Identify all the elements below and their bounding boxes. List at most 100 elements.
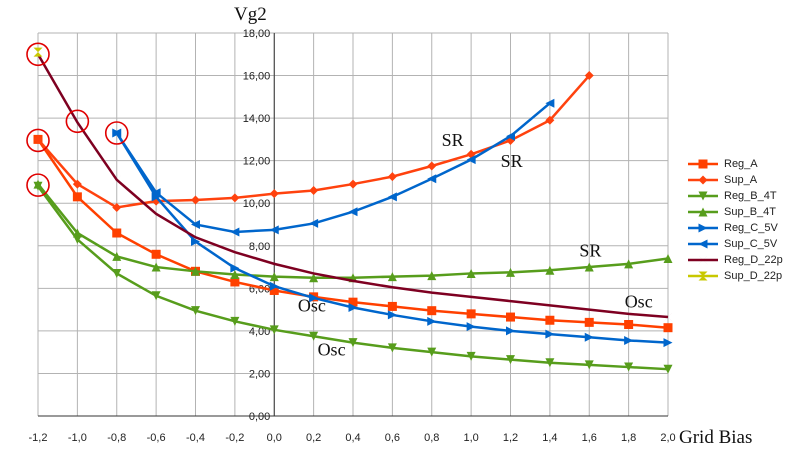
data-point-reg-b-4t bbox=[269, 325, 279, 335]
data-point-reg-d-22p bbox=[387, 282, 397, 292]
x-axis-label: Grid Bias bbox=[679, 427, 752, 448]
series-reg-d-22p bbox=[33, 49, 673, 322]
legend-label: Sup_D_22p bbox=[724, 270, 783, 282]
data-point-reg-b-4t bbox=[309, 331, 319, 341]
data-point-reg-c-5v bbox=[427, 316, 437, 326]
legend-item-sup-c-5v: Sup_C_5V bbox=[688, 236, 788, 252]
data-point-reg-d-22p bbox=[663, 312, 673, 322]
data-point-reg-d-22p bbox=[545, 300, 555, 310]
x-tick-label: 1,0 bbox=[463, 432, 478, 444]
data-point-reg-d-22p bbox=[269, 259, 279, 269]
data-point-reg-c-5v bbox=[506, 326, 515, 336]
y-tick-label: 12,00 bbox=[243, 156, 271, 168]
x-tick-label: -0,8 bbox=[107, 432, 126, 444]
y-tick-label: 0,00 bbox=[249, 411, 270, 423]
data-point-reg-b-4t bbox=[545, 358, 555, 368]
data-point-reg-c-5v bbox=[230, 263, 240, 273]
y-tick-label: 2,00 bbox=[249, 368, 270, 380]
data-point-sup-b-4t bbox=[230, 270, 240, 280]
data-point-reg-a bbox=[230, 277, 240, 287]
data-point-reg-b-4t bbox=[348, 338, 358, 348]
data-point-sup-b-4t bbox=[33, 179, 43, 189]
y-tick-label: 8,00 bbox=[249, 241, 270, 253]
circled-points bbox=[26, 42, 129, 197]
data-point-reg-c-5v bbox=[309, 293, 319, 303]
legend-swatch-sup-b-4t bbox=[688, 207, 718, 217]
highlight-circle bbox=[26, 173, 50, 197]
legend-marker-sup-a bbox=[698, 175, 708, 185]
highlight-circle bbox=[26, 42, 50, 67]
legend-label: Reg_A bbox=[724, 158, 758, 170]
y-tick-label: 18,00 bbox=[243, 28, 271, 40]
data-point-reg-d-22p bbox=[624, 309, 634, 319]
annotation-sr: SR bbox=[501, 151, 523, 171]
legend-item-reg-a: Reg_A bbox=[688, 156, 788, 172]
legend-label: Reg_C_5V bbox=[724, 222, 778, 234]
legend-marker-sup-c-5v bbox=[698, 239, 708, 249]
x-tick-label: 1,8 bbox=[621, 432, 636, 444]
legend-marker-reg-c-5v bbox=[698, 223, 708, 233]
data-point-sup-c-5v bbox=[112, 128, 122, 138]
legend-item-sup-d-22p: Sup_D_22p bbox=[688, 268, 788, 284]
data-point-sup-a bbox=[348, 179, 358, 189]
legend-swatch-reg-a bbox=[688, 159, 718, 169]
y-axis-label: Vg2 bbox=[234, 4, 267, 25]
data-point-reg-a bbox=[269, 285, 279, 295]
data-point-sup-c-5v bbox=[309, 218, 319, 228]
x-tick-label: 1,6 bbox=[582, 432, 597, 444]
legend-item-reg-c-5v: Reg_C_5V bbox=[688, 220, 788, 236]
x-tick-label: 0,2 bbox=[306, 432, 321, 444]
legend-label: Sup_B_4T bbox=[724, 206, 776, 218]
data-point-sup-c-5v bbox=[545, 98, 555, 108]
data-point-sup-d-22p bbox=[33, 47, 43, 57]
annotation-osc: Osc bbox=[318, 339, 346, 359]
data-point-sup-b-4t bbox=[545, 265, 555, 275]
data-point-reg-d-22p bbox=[427, 288, 437, 298]
data-point-sup-a bbox=[72, 179, 82, 189]
data-point-reg-a bbox=[72, 192, 82, 202]
data-point-reg-c-5v bbox=[151, 192, 161, 202]
data-point-sup-a bbox=[33, 134, 43, 144]
highlight-circle bbox=[65, 109, 90, 134]
x-tick-label: 0,4 bbox=[345, 432, 360, 444]
data-point-reg-c-5v bbox=[387, 310, 397, 320]
data-point-reg-b-4t bbox=[387, 343, 397, 353]
series-reg-b-4t bbox=[33, 181, 673, 374]
series-lines bbox=[33, 47, 673, 374]
data-point-sup-a bbox=[112, 202, 122, 212]
annotation-osc: Osc bbox=[625, 291, 653, 311]
data-point-sup-c-5v bbox=[191, 220, 200, 229]
legend: Reg_A Sup_A Reg_B_4T Sup_B_4T Reg_C_5V Sup_C_… bbox=[688, 156, 788, 284]
legend-swatch-sup-d-22p bbox=[688, 271, 718, 281]
y-tick-label: 10,00 bbox=[243, 198, 271, 210]
data-point-reg-b-4t bbox=[506, 355, 515, 365]
data-point-sup-b-4t bbox=[663, 254, 673, 264]
legend-label: Reg_B_4T bbox=[724, 190, 777, 202]
data-point-sup-b-4t bbox=[112, 251, 122, 261]
data-point-reg-b-4t bbox=[230, 316, 240, 326]
data-point-reg-b-4t bbox=[191, 306, 200, 316]
legend-item-reg-d-22p: Reg_D_22p bbox=[688, 252, 788, 268]
legend-marker-sup-b-4t bbox=[698, 207, 708, 217]
data-point-sup-b-4t bbox=[624, 259, 634, 269]
data-point-reg-d-22p bbox=[72, 117, 82, 127]
data-point-sup-a bbox=[427, 161, 437, 171]
data-point-reg-c-5v bbox=[191, 237, 200, 247]
legend-item-sup-a: Sup_A bbox=[688, 172, 788, 188]
x-tick-label: 1,2 bbox=[503, 432, 518, 444]
data-point-sup-c-5v bbox=[466, 155, 476, 165]
data-point-sup-a bbox=[584, 71, 594, 81]
series-line-sup-c-5v bbox=[115, 102, 551, 234]
data-point-sup-a bbox=[191, 195, 200, 205]
data-point-reg-b-4t bbox=[151, 291, 161, 301]
legend-marker-reg-d-22p bbox=[698, 255, 708, 265]
data-point-reg-c-5v bbox=[663, 338, 673, 348]
data-point-reg-a bbox=[624, 320, 634, 330]
data-point-reg-b-4t bbox=[112, 268, 122, 278]
data-point-sup-c-5v bbox=[269, 225, 279, 235]
y-tick-label: 16,00 bbox=[243, 71, 271, 83]
axes bbox=[38, 33, 668, 417]
x-tick-label: -0,4 bbox=[186, 432, 205, 444]
data-point-reg-c-5v bbox=[466, 322, 476, 332]
series-sup-b-4t bbox=[33, 179, 673, 283]
